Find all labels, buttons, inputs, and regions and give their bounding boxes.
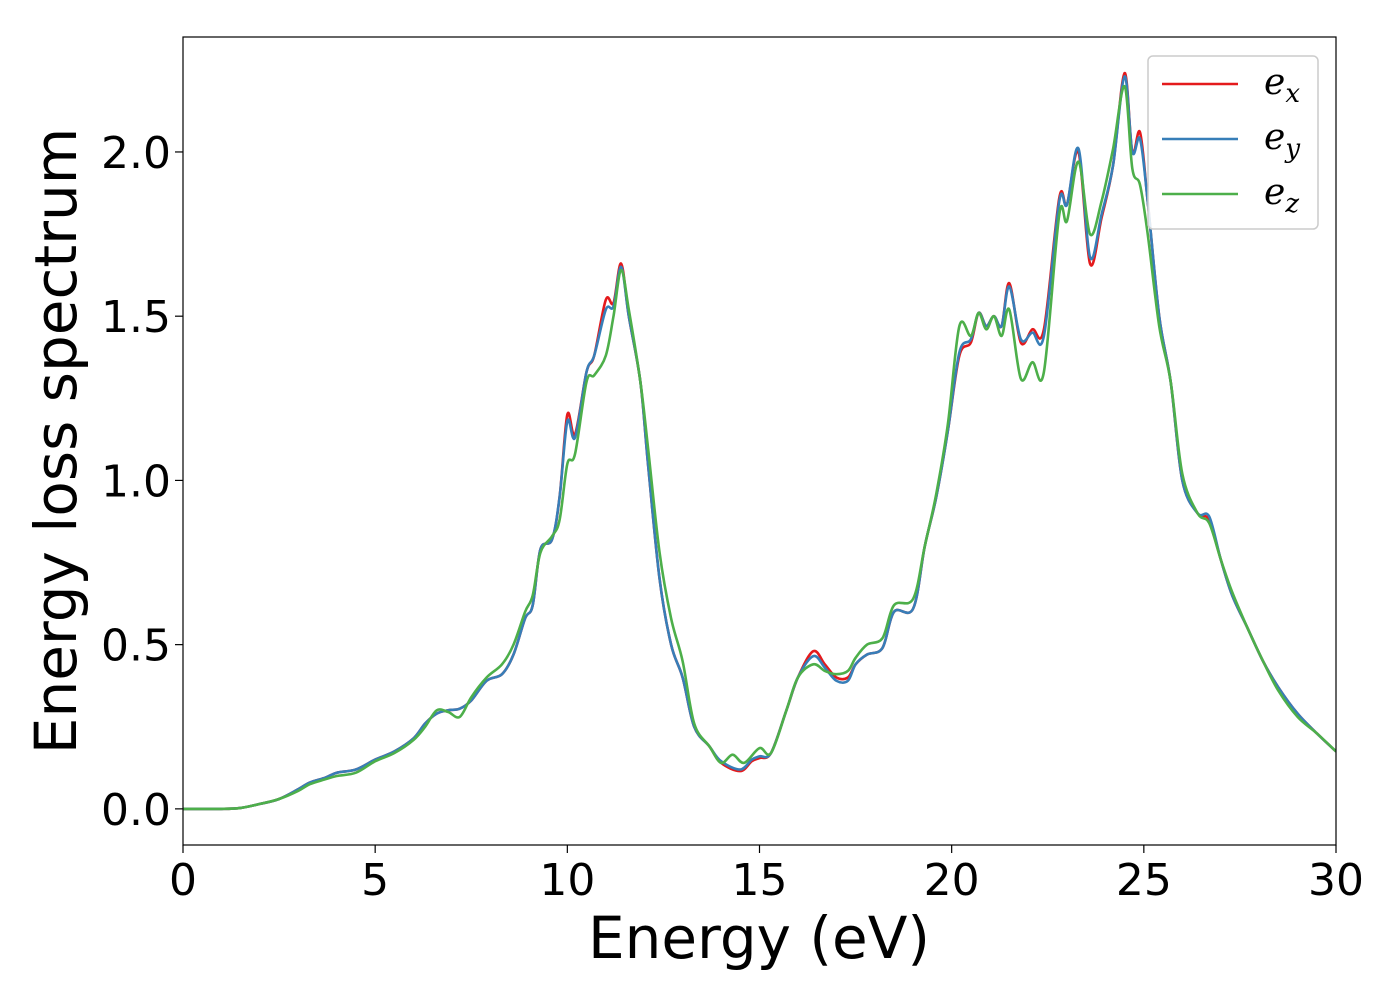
y-tick-label: 1.0 bbox=[101, 456, 171, 507]
series-layer bbox=[183, 71, 1336, 811]
y-tick-label: 0.5 bbox=[101, 621, 171, 672]
x-tick-label: 10 bbox=[539, 855, 595, 906]
x-tick-label: 0 bbox=[169, 855, 197, 906]
y-axis-label: Energy loss spectrum bbox=[22, 128, 90, 754]
y-tick-label: 1.5 bbox=[101, 292, 171, 343]
x-axis-label: Energy (eV) bbox=[588, 904, 930, 972]
x-tick-label: 25 bbox=[1116, 855, 1172, 906]
x-tick-label: 15 bbox=[732, 855, 788, 906]
y-tick-label: 2.0 bbox=[101, 128, 171, 179]
x-tick-label: 5 bbox=[361, 855, 389, 906]
x-tick-label: 30 bbox=[1308, 855, 1364, 906]
x-tick-label: 20 bbox=[924, 855, 980, 906]
y-axis: 0.0 0.5 1.0 1.5 2.0 bbox=[101, 128, 183, 836]
y-tick-label: 0.0 bbox=[101, 785, 171, 836]
legend-box bbox=[1147, 55, 1319, 230]
x-axis: 0 5 10 15 20 25 30 bbox=[169, 845, 1364, 906]
series-line-z bbox=[183, 84, 1336, 811]
